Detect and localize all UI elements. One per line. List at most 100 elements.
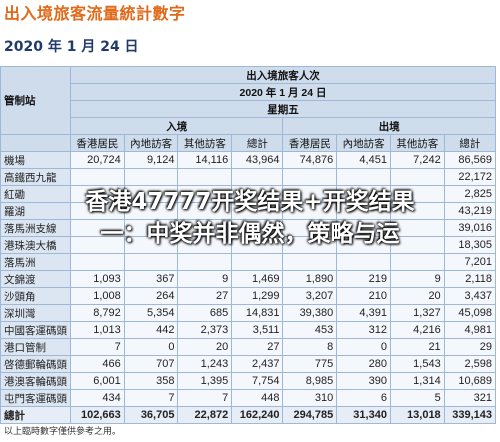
table-cell: 31,340 [336, 406, 391, 424]
control-point-name: 落馬洲 [0, 253, 71, 271]
column-header: 總計 [231, 134, 284, 152]
column-header: 香港居民 [282, 134, 338, 152]
control-point-name: 高鐵西九龍 [0, 168, 71, 186]
table-cell: 6 [336, 389, 391, 407]
table-cell: 1,395 [177, 372, 233, 390]
table-cell [70, 202, 125, 220]
control-point-name: 紅磡 [0, 185, 71, 203]
control-point-name: 屯門客運碼頭 [0, 389, 71, 407]
table-cell: 8,985 [282, 372, 338, 390]
blank-header-cell [0, 134, 71, 152]
table-row: 屯門客運碼頭 434 7 7 448 310 6 5 321 [0, 389, 497, 407]
table-row: 紅磡 2,825 [0, 185, 497, 203]
table-header-weekday: 星期五 [70, 100, 496, 118]
table-cell [70, 185, 125, 203]
table-cell: 707 [123, 355, 179, 373]
control-point-name: 文錦渡 [0, 270, 71, 288]
footnote: 以上臨時數字僅供參考之用。 [4, 427, 122, 437]
table-cell [389, 236, 445, 254]
table-cell [336, 219, 391, 237]
table-cell [123, 185, 179, 203]
table-cell [282, 219, 338, 237]
table-cell: 4,216 [389, 321, 445, 339]
table-cell: 3,207 [282, 287, 338, 305]
column-header: 其他訪客 [389, 134, 445, 152]
table-cell: 0 [336, 338, 391, 356]
column-header: 其他訪客 [177, 134, 233, 152]
table-cell [123, 219, 179, 237]
table-cell: 27 [177, 287, 233, 305]
table-row: 羅湖 43,219 [0, 202, 497, 220]
table-cell: 29 [443, 338, 497, 356]
table-row: 落馬洲 7,201 [0, 253, 497, 271]
table-header-title: 出入境旅客人次 [70, 66, 496, 84]
table-cell: 4,451 [336, 151, 391, 169]
table-cell: 102,663 [70, 406, 125, 424]
table-cell: 45,098 [443, 304, 497, 322]
table-cell: 20,724 [70, 151, 125, 169]
table-cell: 390 [336, 372, 391, 390]
table-cell: 358 [123, 372, 179, 390]
table-cell: 20 [177, 338, 233, 356]
table-cell [177, 202, 233, 220]
table-cell [177, 253, 233, 271]
table-cell: 775 [282, 355, 338, 373]
report-date: 2020 年 1 月 24 日 [4, 39, 139, 55]
table-cell: 13,018 [389, 406, 445, 424]
table-cell [231, 202, 284, 220]
table-cell: 1,013 [70, 321, 125, 339]
table-cell: 2,825 [443, 185, 497, 203]
table-cell [389, 185, 445, 203]
table-cell: 1,093 [70, 270, 125, 288]
table-cell: 1,008 [70, 287, 125, 305]
column-header: 內地訪客 [123, 134, 179, 152]
table-cell [282, 168, 338, 186]
table-cell: 7 [123, 389, 179, 407]
table-cell: 448 [231, 389, 284, 407]
control-point-name: 總計 [0, 406, 71, 424]
table-cell: 0 [123, 338, 179, 356]
control-point-name: 港珠澳大橋 [0, 236, 71, 254]
table-row: 啓德郵輪碼頭 466 707 1,243 2,437 775 280 1,543 2,598 [0, 355, 497, 373]
table-cell: 10,689 [443, 372, 497, 390]
table-cell: 453 [282, 321, 338, 339]
table-cell: 162,240 [231, 406, 284, 424]
table-cell: 7,242 [389, 151, 445, 169]
table-cell: 22,172 [443, 168, 497, 186]
table-cell: 1,327 [389, 304, 445, 322]
table-cell: 22,872 [177, 406, 233, 424]
table-cell [231, 185, 284, 203]
table-row: 高鐵西九龍 22,172 [0, 168, 497, 186]
control-point-name: 港澳客輪碼頭 [0, 372, 71, 390]
page-title: 出入境旅客流量統計數字 [4, 4, 186, 23]
table-row: 深圳灣 8,792 5,354 685 14,831 39,380 4,391 1,327 45… [0, 304, 497, 322]
table-cell [282, 253, 338, 271]
table-cell: 43,964 [231, 151, 284, 169]
table-cell: 294,785 [282, 406, 338, 424]
table-cell: 2,598 [443, 355, 497, 373]
table-cell [389, 168, 445, 186]
table-cell: 466 [70, 355, 125, 373]
table-cell: 210 [336, 287, 391, 305]
table-cell [231, 236, 284, 254]
table-row: 港口管制 7 0 20 27 8 0 21 29 [0, 338, 497, 356]
table-cell: 5,354 [123, 304, 179, 322]
table-row: 港澳客輪碼頭 6,001 358 1,395 7,754 8,985 390 1,314 10,… [0, 372, 497, 390]
table-cell [70, 168, 125, 186]
table-cell [231, 253, 284, 271]
table-cell: 1,243 [177, 355, 233, 373]
table-cell: 14,831 [231, 304, 284, 322]
control-point-name: 港口管制 [0, 338, 71, 356]
table-cell: 7 [177, 389, 233, 407]
table-cell: 6,001 [70, 372, 125, 390]
table-cell [123, 168, 179, 186]
table-cell: 434 [70, 389, 125, 407]
table-cell: 7,754 [231, 372, 284, 390]
table-cell [123, 236, 179, 254]
table-cell: 9,124 [123, 151, 179, 169]
table-cell: 264 [123, 287, 179, 305]
table-cell: 219 [336, 270, 391, 288]
total-row: 總計 102,663 36,705 22,872 162,240 294,785 31,34… [0, 406, 497, 424]
table-cell: 442 [123, 321, 179, 339]
promo-overlay-line-2: 一：中奖并非偶然，策略与运 [100, 221, 400, 247]
